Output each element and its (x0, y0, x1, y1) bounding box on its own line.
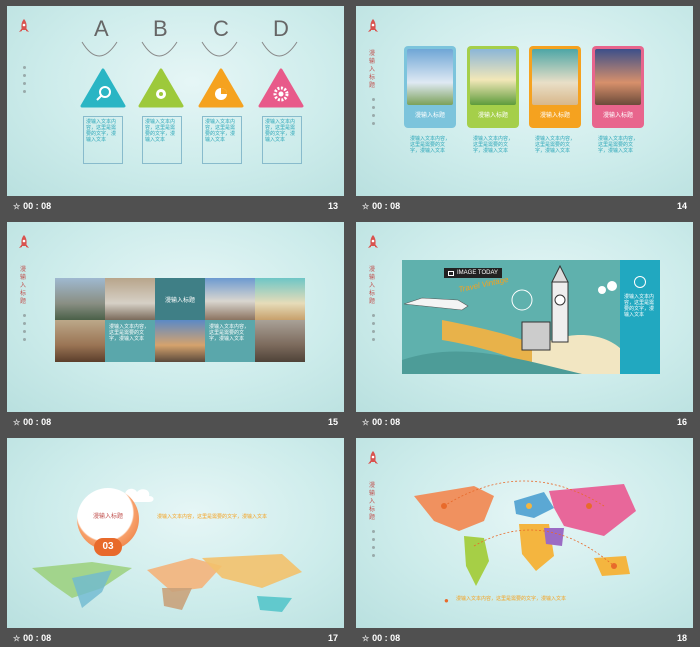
slide-canvas: 漫输入标题 ● 漫输入文本内容，这里是需要的文字，漫输入文本 (356, 438, 693, 628)
slide-canvas: 漫输入标题 漫输入标题 漫输入文本内容，这里是需要的文字，漫输入文本 漫输入文本… (7, 222, 344, 412)
photo-card-3: 漫输入标题 (529, 46, 581, 128)
slide-footer: ☆ 00 : 08 15 (7, 412, 344, 432)
search-icon (80, 68, 126, 108)
pie-chart-icon (198, 68, 244, 108)
text-block-c: 漫输入文本内容，这里是需要的文字，漫输入文本 (202, 116, 242, 164)
slide-number: 14 (676, 201, 687, 211)
rocket-icon (19, 19, 29, 32)
slide-canvas: 漫输入标题 03 漫输入文本内容，这里是需要的文字，漫输入文本 (7, 438, 344, 628)
gear-icon (258, 68, 304, 108)
slide-thumbnail-16[interactable]: 漫输入标题 IMAGE TODAY Travel Vintage (356, 222, 693, 432)
slide-thumbnail-13[interactable]: A B C D 漫输入文本内容，这里是需要的文字，漫输入文本 漫输入文本内容，这… (7, 6, 344, 216)
timing-label: 00 : 08 (23, 417, 52, 427)
photo (55, 278, 105, 320)
card-caption-3: 漫输入文本内容，这里是需要的文字，漫输入文本 (535, 136, 576, 154)
decorative-dots (372, 314, 375, 346)
globe-icon (634, 276, 646, 288)
travel-banner: IMAGE TODAY Travel Vintage 漫输入文本内容，这里是需要… (402, 260, 660, 374)
photo-card-2: 漫输入标题 (467, 46, 519, 128)
slide-number: 15 (327, 417, 338, 427)
slide-footer: ☆ 00 : 08 18 (356, 628, 693, 647)
vertical-title: 漫输入标题 (369, 267, 376, 305)
slide-canvas: 漫输入标题 IMAGE TODAY Travel Vintage (356, 222, 693, 412)
orange-text-block: 漫输入文本内容，这里是需要的文字，漫输入文本 (456, 596, 567, 602)
slide-thumbnail-15[interactable]: 漫输入标题 漫输入标题 漫输入文本内容，这里是需要的文字，漫输入文本 漫输入文本… (7, 222, 344, 432)
decorative-dots (372, 98, 375, 130)
star-icon: ☆ (13, 201, 21, 211)
star-icon: ☆ (362, 417, 370, 427)
card-caption-4: 漫输入文本内容，这里是需要的文字，漫输入文本 (598, 136, 639, 154)
settings-icon (138, 68, 184, 108)
card-caption-2: 漫输入文本内容，这里是需要的文字，漫输入文本 (473, 136, 514, 154)
photo-card-1: 漫输入标题 (404, 46, 456, 128)
star-icon: ☆ (362, 633, 370, 643)
slide-footer: ☆ 00 : 08 16 (356, 412, 693, 432)
vertical-title: 漫输入标题 (369, 51, 376, 89)
slide-canvas: 漫输入标题 漫输入标题 漫输入标题 漫输入标题 漫输入标题 漫输入文本内容，这里… (356, 6, 693, 196)
photo (407, 49, 453, 105)
star-icon: ☆ (13, 417, 21, 427)
timing-label: 00 : 08 (23, 201, 52, 211)
frame-icon (448, 270, 454, 276)
side-panel: 漫输入文本内容，这里是需要的文字，漫输入文本 (620, 260, 660, 374)
vertical-title: 漫输入标题 (369, 483, 376, 521)
slide-thumbnail-14[interactable]: 漫输入标题 漫输入标题 漫输入标题 漫输入标题 漫输入标题 漫输入文本内容，这里… (356, 6, 693, 216)
text-tile: 漫输入文本内容，这里是需要的文字，漫输入文本 (205, 320, 255, 362)
polygon-world-map (32, 554, 302, 612)
photo (105, 278, 155, 320)
slide-number: 18 (676, 633, 687, 643)
rocket-icon (19, 235, 29, 248)
timing-label: 00 : 08 (372, 633, 401, 643)
letter-d: D (273, 16, 289, 41)
center-label-tile: 漫输入标题 (155, 278, 205, 320)
photo (595, 49, 641, 105)
slide-footer: ☆ 00 : 08 14 (356, 196, 693, 216)
slide-footer: ☆ 00 : 08 17 (7, 628, 344, 647)
photo (205, 278, 255, 320)
text-block-a: 漫输入文本内容，这里是需要的文字，漫输入文本 (83, 116, 123, 164)
orange-text-block: 漫输入文本内容，这里是需要的文字，漫输入文本 (157, 514, 268, 520)
slide-thumbnail-17[interactable]: 漫输入标题 03 漫输入文本内容，这里是需要的文字，漫输入文本 ☆ 00 : 08… (7, 438, 344, 647)
timing-label: 00 : 08 (23, 633, 52, 643)
connector-arcs (81, 41, 298, 57)
text-block-b: 漫输入文本内容，这里是需要的文字，漫输入文本 (142, 116, 182, 164)
decorative-dots (23, 314, 26, 346)
photo (255, 278, 305, 320)
rocket-icon (368, 235, 378, 248)
star-icon: ☆ (13, 633, 21, 643)
rocket-icon (368, 451, 378, 464)
photo (532, 49, 578, 105)
photo-card-4: 漫输入标题 (592, 46, 644, 128)
letter-a: A (94, 16, 109, 41)
decorative-dots (23, 66, 26, 98)
image-today-badge: IMAGE TODAY (444, 268, 503, 278)
rocket-icon (368, 19, 378, 32)
photo (470, 49, 516, 105)
step-badge: 03 (94, 538, 122, 556)
slide-number: 17 (327, 633, 338, 643)
world-map (414, 480, 636, 586)
slide-thumbnail-18[interactable]: 漫输入标题 ● 漫输入文本内容，这里是需要的文字，漫输入文本 ☆ 00 : 08 … (356, 438, 693, 647)
star-icon: ☆ (362, 201, 370, 211)
letter-c: C (213, 16, 229, 41)
card-caption-1: 漫输入文本内容，这里是需要的文字，漫输入文本 (410, 136, 451, 154)
location-pin-icon: ● (444, 596, 449, 605)
photo (55, 320, 105, 362)
photo-grid: 漫输入标题 漫输入文本内容，这里是需要的文字，漫输入文本 漫输入文本内容，这里是… (55, 278, 307, 362)
slide-footer: ☆ 00 : 08 13 (7, 196, 344, 216)
letter-b: B (153, 16, 168, 41)
vertical-title: 漫输入标题 (20, 267, 27, 305)
decorative-dots (372, 530, 375, 562)
timing-label: 00 : 08 (372, 417, 401, 427)
slide-number: 13 (327, 201, 338, 211)
text-tile: 漫输入文本内容，这里是需要的文字，漫输入文本 (105, 320, 155, 362)
slide-number: 16 (676, 417, 687, 427)
photo (155, 320, 205, 362)
slide-canvas: A B C D 漫输入文本内容，这里是需要的文字，漫输入文本 漫输入文本内容，这… (7, 6, 344, 196)
timing-label: 00 : 08 (372, 201, 401, 211)
text-block-d: 漫输入文本内容，这里是需要的文字，漫输入文本 (262, 116, 302, 164)
photo (255, 320, 305, 362)
travel-collage (402, 264, 622, 374)
